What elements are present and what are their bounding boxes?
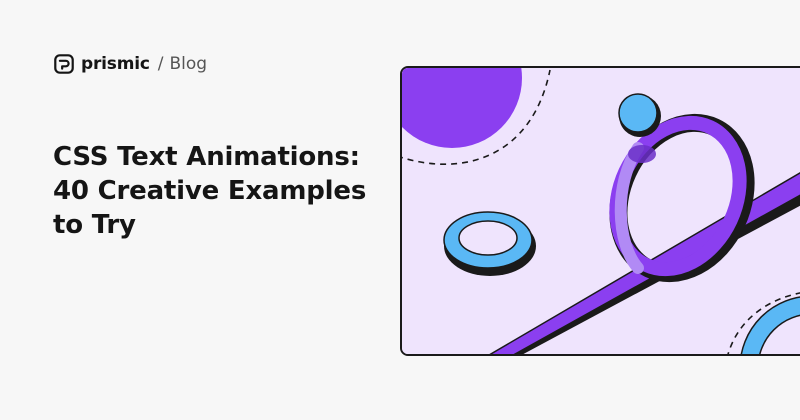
loop-highlight (614, 142, 644, 274)
dashed-arc-bottom (727, 292, 800, 354)
page-title: CSS Text Animations: 40 Creative Example… (53, 142, 367, 240)
hero-illustration-svg (402, 68, 800, 354)
blue-arc-inner (759, 314, 800, 354)
brand-name: prismic (81, 54, 150, 74)
hero-illustration (400, 66, 800, 356)
loop-shade (628, 145, 656, 163)
prismic-logo-icon (54, 54, 74, 74)
breadcrumb-separator: / (157, 54, 164, 74)
breadcrumb-blog-link[interactable]: Blog (169, 54, 208, 74)
brand-header[interactable]: prismic / Blog (53, 51, 207, 77)
blue-ball-shape (618, 93, 658, 133)
purple-circle-shape (402, 68, 522, 148)
dashed-arc-top (402, 69, 551, 166)
ring-hole (458, 220, 518, 256)
